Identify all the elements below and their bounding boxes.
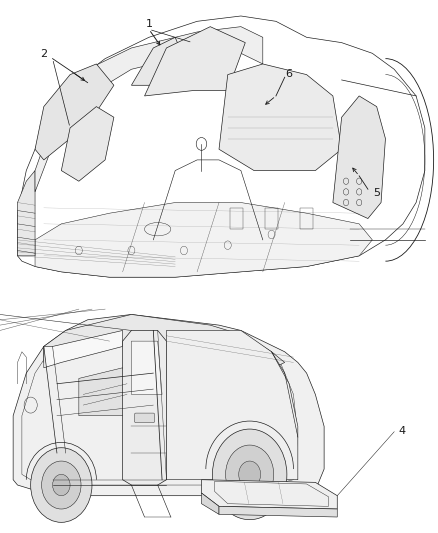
Polygon shape (18, 171, 35, 256)
Circle shape (42, 461, 81, 509)
Circle shape (53, 474, 70, 496)
Polygon shape (131, 37, 184, 85)
Circle shape (31, 448, 92, 522)
Polygon shape (131, 341, 162, 394)
Polygon shape (219, 506, 337, 517)
Polygon shape (79, 368, 131, 416)
Text: 2: 2 (40, 50, 47, 59)
Polygon shape (201, 493, 219, 514)
Polygon shape (61, 107, 114, 181)
Polygon shape (35, 64, 114, 160)
Polygon shape (35, 27, 263, 192)
Polygon shape (201, 480, 337, 509)
Circle shape (239, 461, 261, 488)
Polygon shape (123, 330, 166, 485)
Text: 6: 6 (286, 69, 293, 78)
Polygon shape (35, 203, 372, 277)
Polygon shape (18, 16, 425, 277)
Polygon shape (44, 330, 123, 368)
FancyBboxPatch shape (134, 413, 155, 423)
Polygon shape (44, 314, 285, 373)
Polygon shape (333, 96, 385, 219)
Polygon shape (219, 64, 342, 171)
Text: 5: 5 (373, 188, 380, 198)
Circle shape (212, 429, 287, 520)
Circle shape (226, 445, 274, 504)
Polygon shape (13, 314, 324, 496)
Polygon shape (166, 330, 298, 480)
Polygon shape (145, 27, 245, 96)
Text: 1: 1 (145, 19, 152, 29)
Text: 4: 4 (399, 426, 406, 435)
